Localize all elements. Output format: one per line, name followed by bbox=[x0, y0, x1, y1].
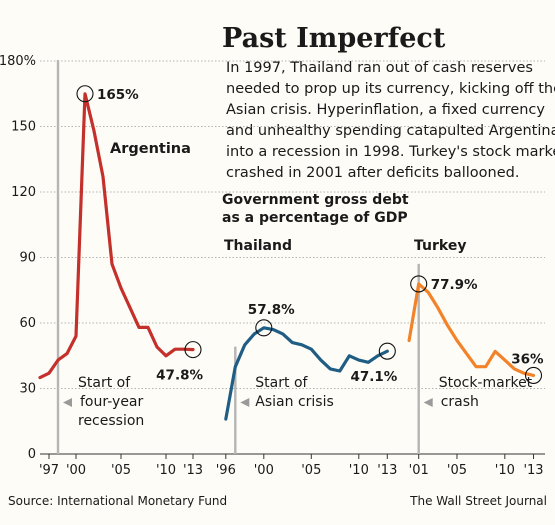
marker-label-line: recession bbox=[78, 413, 144, 429]
highlight-circle bbox=[410, 275, 428, 293]
marker-label-line: Asian crisis bbox=[255, 394, 333, 410]
x-tick-label: '10 bbox=[349, 463, 369, 478]
y-tick-label: 180% bbox=[0, 54, 36, 69]
pointer-arrow bbox=[423, 398, 433, 407]
marker-label-line: crash bbox=[441, 394, 479, 410]
description-line: and unhealthy spending catapulted Argent… bbox=[226, 123, 555, 139]
marker-label-line: Start of bbox=[255, 375, 308, 391]
x-tick-label: '13 bbox=[377, 463, 397, 478]
highlight-circle bbox=[524, 366, 543, 384]
x-tick-label: '00 bbox=[66, 463, 86, 478]
x-tick-label: '00 bbox=[254, 463, 274, 478]
source-note: Source: International Monetary Fund bbox=[8, 494, 227, 508]
description-line: Asian crisis. Hyperinflation, a fixed cu… bbox=[226, 102, 545, 118]
chart-title: Past Imperfect bbox=[222, 23, 446, 54]
description-line: needed to prop up its currency, kicking … bbox=[226, 81, 555, 97]
description-line: into a recession in 1998. Turkey's stock… bbox=[226, 144, 555, 160]
series-lines bbox=[38, 92, 536, 421]
annotations: 165% 47.8% Start of four-year recession 57.8%… bbox=[63, 85, 544, 429]
subtitle-line: as a percentage of GDP bbox=[222, 210, 408, 226]
highlight-circle bbox=[255, 319, 273, 337]
pointer-arrow bbox=[63, 398, 72, 407]
subtitle-line: Government gross debt bbox=[222, 192, 409, 208]
x-tick-label: '10 bbox=[495, 463, 515, 478]
x-tick-label: '10 bbox=[156, 463, 176, 478]
gridlines bbox=[40, 60, 545, 455]
data-label: 77.9% bbox=[431, 277, 478, 293]
y-tick-label: 60 bbox=[19, 316, 36, 331]
publisher-credit: The Wall Street Journal bbox=[409, 494, 547, 508]
panel-title-turkey: Turkey bbox=[414, 238, 466, 254]
marker-label-line: Start of bbox=[78, 375, 131, 391]
x-tick-label: '01 bbox=[409, 463, 429, 478]
x-tick-label: '05 bbox=[447, 463, 467, 478]
description-line: crashed in 2001 after deficits ballooned… bbox=[226, 165, 519, 181]
pointer-arrow bbox=[240, 398, 250, 407]
y-tick-label: 30 bbox=[19, 382, 36, 397]
series-line-turkey bbox=[407, 282, 536, 377]
series-line-thailand bbox=[224, 326, 389, 421]
x-tick-label: '13 bbox=[523, 463, 543, 478]
axis-ticks: 0 30 60 90 120 150 180% '97 '00 '05 '10 '13 '96 '00 '0… bbox=[0, 54, 544, 478]
series-line-argentina bbox=[38, 92, 195, 380]
panel-title-thailand: Thailand bbox=[224, 238, 292, 254]
data-label: 47.8% bbox=[156, 368, 203, 384]
chart-subtitle: Government gross debt as a percentage of… bbox=[222, 192, 413, 226]
highlight-circle bbox=[378, 342, 396, 360]
y-tick-label: 150 bbox=[11, 120, 36, 135]
data-label: 47.1% bbox=[350, 369, 397, 385]
data-label: 57.8% bbox=[248, 302, 295, 318]
marker-label-line: Stock-market bbox=[439, 375, 533, 391]
highlight-circle bbox=[76, 85, 94, 103]
chart-description: In 1997, Thailand ran out of cash reserv… bbox=[226, 60, 555, 181]
highlight-circle bbox=[184, 341, 202, 359]
x-tick-label: '13 bbox=[183, 463, 203, 478]
x-tick-label: '96 bbox=[216, 463, 236, 478]
marker-label-line: four-year bbox=[80, 394, 144, 410]
x-tick-label: '05 bbox=[111, 463, 131, 478]
x-tick-label: '05 bbox=[301, 463, 321, 478]
data-label: 165% bbox=[97, 87, 139, 103]
x-tick-label: '97 bbox=[39, 463, 59, 478]
series-label-argentina: Argentina bbox=[110, 141, 191, 157]
description-line: In 1997, Thailand ran out of cash reserv… bbox=[226, 60, 533, 76]
y-tick-label: 0 bbox=[28, 447, 36, 462]
y-tick-label: 90 bbox=[19, 251, 36, 266]
data-label: 36% bbox=[511, 351, 544, 367]
y-tick-label: 120 bbox=[11, 185, 36, 200]
